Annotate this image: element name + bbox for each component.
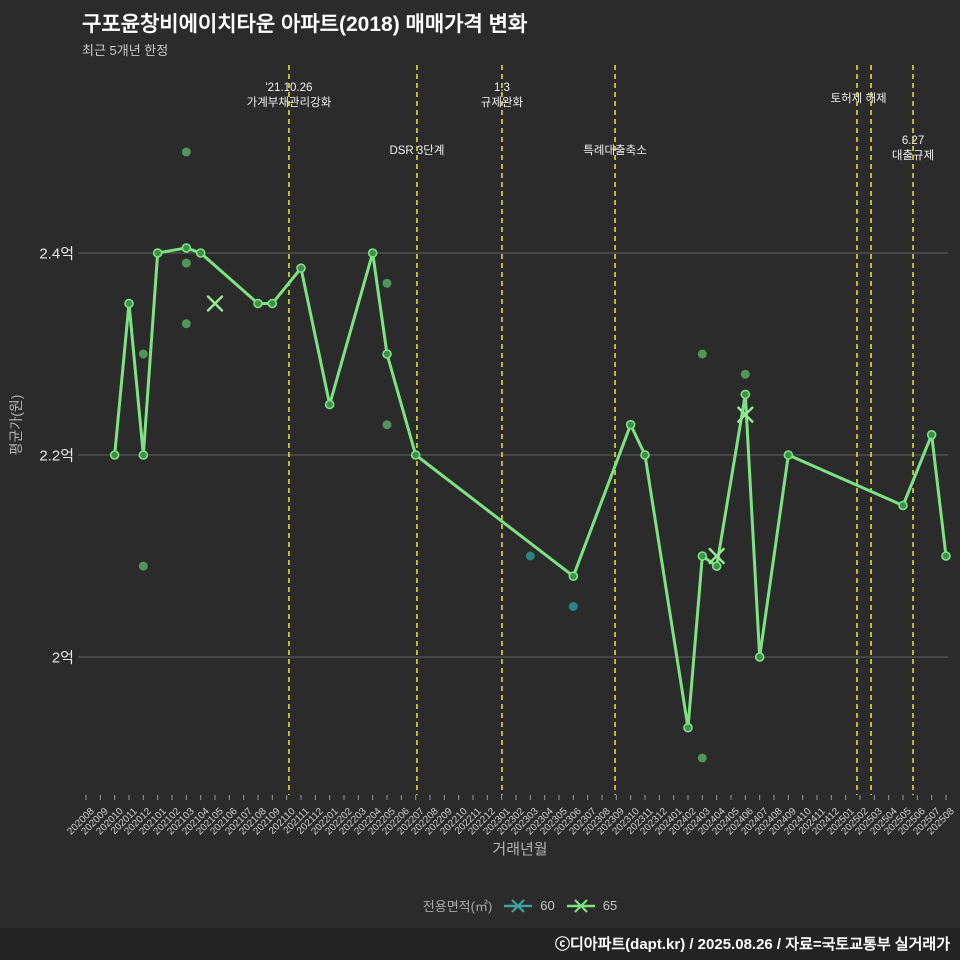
line-vertex-marker bbox=[253, 298, 263, 309]
legend-title: 전용면적(㎡) bbox=[422, 899, 493, 914]
legend: 전용면적(㎡) 60 65 bbox=[80, 896, 960, 915]
event-annotation-line: 토허제 해제 bbox=[830, 93, 887, 105]
event-annotation-line: 대출규제 bbox=[891, 150, 935, 162]
line-vertex-marker bbox=[941, 551, 951, 561]
line-vertex-marker bbox=[898, 500, 908, 511]
event-annotation: 특례대출축소 bbox=[583, 144, 646, 159]
line-vertex-marker bbox=[410, 450, 421, 460]
line-vertex-marker bbox=[195, 248, 206, 258]
transaction-dot bbox=[181, 147, 191, 157]
line-vertex-marker bbox=[683, 722, 693, 733]
line-vertex-marker bbox=[367, 248, 378, 258]
line-vertex-marker bbox=[740, 389, 751, 400]
x-axis-title: 거래년월 bbox=[492, 841, 548, 858]
line-vertex-marker bbox=[754, 652, 765, 662]
y-tick-label: 2억 bbox=[51, 649, 74, 667]
event-annotation: 1.3 규제완화 bbox=[481, 81, 523, 111]
line-vertex-marker bbox=[152, 248, 163, 258]
transaction-dot bbox=[382, 278, 392, 288]
x-marker bbox=[737, 406, 754, 423]
event-annotation-line: 가계부채관리강화 bbox=[246, 97, 332, 109]
y-tick-label: 2.4억 bbox=[39, 245, 74, 263]
event-annotation: '21.10.26 가계부채관리강화 bbox=[247, 81, 332, 111]
transaction-dot bbox=[697, 349, 707, 359]
legend-item-label: 60 bbox=[540, 898, 555, 913]
line-vertex-marker bbox=[267, 298, 278, 309]
event-annotation: DSR 3단계 bbox=[389, 144, 444, 159]
line-vertex-marker bbox=[124, 298, 134, 309]
transaction-dot bbox=[740, 369, 750, 379]
transaction-dot bbox=[697, 753, 707, 763]
footer-credit: ⓒ디아파트(dapt.kr) / 2025.08.26 / 자료=국토교통부 실… bbox=[554, 936, 950, 953]
line-vertex-marker bbox=[625, 419, 636, 430]
line-vertex-marker bbox=[640, 450, 650, 460]
page-title: 구포윤창비에이치타운 아파트(2018) 매매가격 변화 bbox=[82, 13, 528, 36]
line-vertex-marker bbox=[711, 561, 722, 571]
event-annotation-line: DSR 3단계 bbox=[389, 145, 445, 157]
footer-band bbox=[0, 928, 960, 960]
event-annotation-line: 6.27 bbox=[901, 135, 925, 147]
legend-line-x-marker-icon bbox=[566, 898, 595, 913]
transaction-dot bbox=[138, 561, 148, 571]
x-marker bbox=[206, 295, 224, 312]
event-annotation: 6.27 대출규제 bbox=[892, 134, 934, 164]
y-tick-label: 2.2억 bbox=[39, 447, 74, 465]
transaction-dot bbox=[525, 551, 535, 561]
line-vertex-marker bbox=[783, 450, 794, 460]
line-vertex-marker bbox=[926, 429, 937, 440]
line-vertex-marker bbox=[296, 263, 306, 273]
transaction-dot bbox=[568, 602, 578, 611]
price-line-65 bbox=[113, 246, 948, 730]
legend-item-label: 65 bbox=[602, 898, 618, 913]
transaction-dot bbox=[181, 258, 191, 268]
legend-item-60[interactable]: 60 bbox=[502, 898, 555, 914]
event-annotation: 토허제 해제 bbox=[831, 92, 887, 107]
transaction-dot bbox=[382, 420, 392, 430]
event-annotation-line: 규제완화 bbox=[480, 97, 524, 109]
x-marker bbox=[708, 547, 725, 565]
line-vertex-marker bbox=[181, 243, 192, 253]
transaction-dot bbox=[138, 349, 148, 359]
line-vertex-marker bbox=[109, 450, 120, 460]
event-annotation-line: 특례대출축소 bbox=[583, 145, 647, 157]
event-annotation-line: 1.3 bbox=[493, 82, 510, 94]
line-vertex-marker bbox=[382, 349, 392, 359]
line-vertex-marker bbox=[697, 551, 708, 561]
page-subtitle: 최근 5개년 한정 bbox=[82, 43, 169, 58]
line-vertex-marker bbox=[138, 450, 149, 460]
transaction-dot bbox=[181, 319, 191, 329]
legend-line-x-marker-icon bbox=[504, 898, 533, 913]
y-axis-title: 평균가(원) bbox=[8, 394, 24, 456]
event-annotation-line: '21.10.26 bbox=[265, 82, 313, 94]
line-vertex-marker bbox=[568, 571, 579, 582]
line-vertex-marker bbox=[324, 399, 335, 410]
legend-item-65[interactable]: 65 bbox=[565, 898, 617, 914]
